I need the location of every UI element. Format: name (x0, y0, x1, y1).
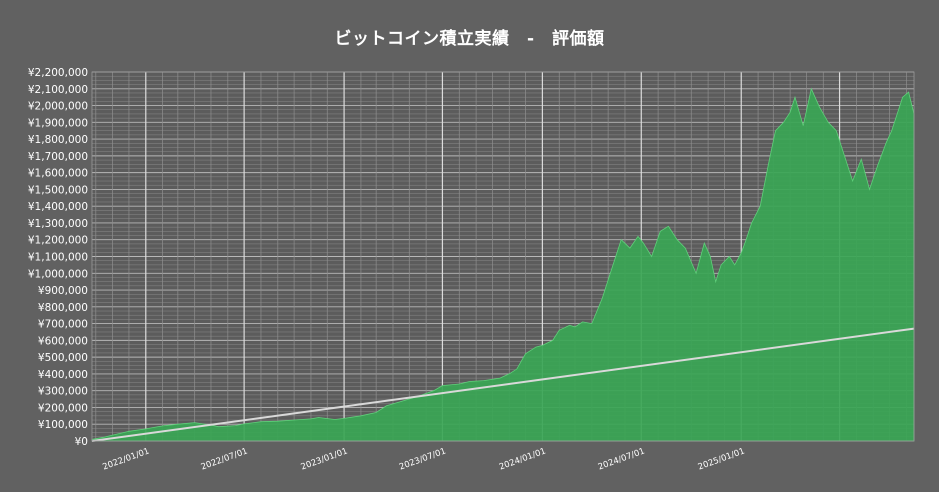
y-tick-label: ¥2,100,000 (28, 84, 88, 96)
x-tick-label: 2022/07/01 (200, 446, 249, 472)
y-tick-label: ¥1,200,000 (28, 235, 88, 247)
x-tick-label: 2024/07/01 (597, 446, 646, 472)
y-tick-label: ¥1,100,000 (28, 252, 88, 264)
y-tick-label: ¥600,000 (38, 335, 88, 347)
y-tick-label: ¥200,000 (38, 402, 88, 414)
y-tick-label: ¥500,000 (38, 352, 88, 364)
y-tick-label: ¥1,700,000 (28, 151, 88, 163)
y-tick-label: ¥1,000,000 (28, 268, 88, 280)
y-tick-label: ¥1,500,000 (28, 184, 88, 196)
plot-layer (91, 87, 915, 442)
y-tick-label: ¥0 (75, 436, 88, 448)
y-tick-label: ¥1,400,000 (28, 201, 88, 213)
x-tick-label: 2023/01/01 (300, 446, 349, 472)
x-tick-label: 2023/07/01 (398, 446, 447, 472)
y-tick-label: ¥1,600,000 (28, 168, 88, 180)
y-tick-label: ¥2,200,000 (28, 67, 88, 79)
x-tick-label: 2024/01/01 (498, 446, 547, 472)
y-tick-label: ¥900,000 (38, 285, 88, 297)
x-tick-label: 2025/01/01 (697, 446, 746, 472)
y-tick-label: ¥400,000 (38, 369, 88, 381)
y-tick-label: ¥1,800,000 (28, 134, 88, 146)
y-tick-label: ¥1,900,000 (28, 117, 88, 129)
y-tick-label: ¥700,000 (38, 319, 88, 331)
plot-border (91, 71, 915, 442)
x-tick-label: 2022/01/01 (101, 446, 150, 472)
y-tick-label: ¥1,300,000 (28, 218, 88, 230)
series-area-valuation (91, 87, 915, 442)
y-tick-label: ¥2,000,000 (28, 101, 88, 113)
y-tick-label: ¥300,000 (38, 386, 88, 398)
series-line-cumulative (91, 327, 915, 442)
y-tick-label: ¥100,000 (38, 419, 88, 431)
chart-title: ビットコイン積立実績 - 評価額 (334, 29, 605, 49)
y-tick-label: ¥800,000 (38, 302, 88, 314)
